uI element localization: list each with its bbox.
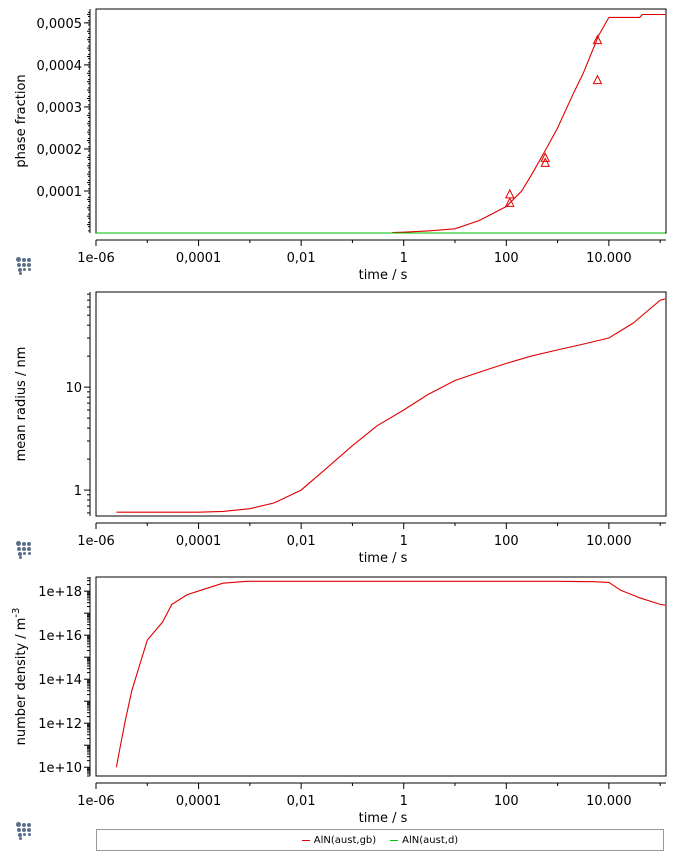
y-tick-label: 0,0002 [37,143,83,158]
y-tick-label: 0,0004 [37,59,83,74]
logo-dot [28,268,31,271]
y-tick-label: 1e+16 [38,629,82,644]
y-tick-label: 0,0005 [37,17,83,32]
logo-dot [27,263,31,267]
logo-dot [17,828,21,832]
x-axis-label: time / s [359,268,408,283]
logo-dot [23,833,26,836]
legend-item-d[interactable]: AlN(aust,d) [390,835,458,846]
y-tick-label: 0,0003 [37,101,83,116]
legend-item-gb[interactable]: AlN(aust,gb) [301,834,377,846]
y-tick-label: 10 [65,381,82,396]
x-tick-label: 1 [400,534,408,549]
y-axis-label: number density / m-3 [11,608,29,746]
x-tick-label: 10.000 [586,534,632,549]
app-logo-icon [16,257,38,277]
chart-1: 1e-06 0,0001 0,01 1 100 10.000 time / s 0,0001 0… [14,8,667,283]
y-axis-label: phase fraction [14,74,29,167]
logo-dot [22,263,26,267]
logo-dot [17,263,21,267]
data-marker-triangle [504,197,515,207]
logo-dot [16,257,21,262]
chart-2: 1e-06 0,0001 0,01 1 100 10.000 time / s 1 10 mean… [14,291,667,566]
logo-dot [22,828,26,832]
logo-dot [18,833,22,837]
logo-dot [28,552,31,555]
plot-frame [95,8,667,234]
logo-dot [22,258,26,262]
x-tick-label: 0,0001 [176,251,222,266]
logo-dot [16,541,21,546]
logo-dot [19,837,22,840]
logo-dot [22,547,26,551]
y-tick-label: 0,0001 [37,185,83,200]
y-tick-label: 1e+14 [38,673,82,688]
y-tick-label: 1 [74,484,82,499]
logo-dot [19,272,22,275]
logo-dot [27,542,31,546]
x-tick-label: 1e-06 [77,794,115,809]
data-marker-triangle [540,152,551,162]
logo-dot [18,552,22,556]
x-tick-label: 1 [400,794,408,809]
logo-dot [23,552,26,555]
data-marker-triangle [504,188,515,199]
logo-dot [22,542,26,546]
logo-dot [18,268,22,272]
plot-frame [95,291,667,517]
y-axis-label-sup: -3 [11,608,22,618]
chart-3: 1e-06 0,0001 0,01 1 100 10.000 time / s 1e+10 1e… [11,576,667,826]
data-marker-triangle [592,34,603,45]
x-tick-label: 1e-06 [77,251,115,266]
legend-label: AlN(aust,d) [402,834,459,846]
x-tick-label: 1 [400,251,408,266]
legend: AlN(aust,gb) AlN(aust,d) [96,829,664,851]
data-marker-triangle [540,157,551,167]
x-tick-label: 0,01 [287,534,316,549]
x-tick-label: 0,01 [287,794,316,809]
logo-dot [17,547,21,551]
y-tick-label: 1e+10 [38,761,82,776]
y-axis-label: mean radius / nm [14,347,29,462]
logo-dot [27,823,31,827]
logo-dot [27,828,31,832]
x-tick-label: 100 [494,794,519,809]
legend-swatch [390,839,399,841]
logo-dot [19,556,22,559]
x-axis-label: time / s [359,551,408,566]
logo-dot [28,833,31,836]
x-tick-label: 0,0001 [176,794,222,809]
x-axis-label: time / s [359,811,408,826]
x-tick-label: 0,01 [287,251,316,266]
plot-frame [95,576,667,777]
x-tick-label: 10.000 [586,251,632,266]
series-line-aln-aust-gb- [392,13,666,234]
logo-dot [27,258,31,262]
legend-swatch [301,839,310,841]
x-tick-label: 1e-06 [77,534,115,549]
y-tick-label: 1e+18 [38,585,82,600]
x-tick-label: 0,0001 [176,534,222,549]
app-logo-icon [16,822,38,842]
logo-dot [23,268,26,271]
y-tick-label: 1e+12 [38,717,82,732]
series-line-aln-aust-gb- [116,298,666,513]
logo-dot [16,822,21,827]
app-logo-icon [16,541,38,561]
logo-dot [22,823,26,827]
legend-label: AlN(aust,gb) [313,834,377,846]
x-tick-label: 100 [494,534,519,549]
data-marker-triangle [592,74,603,85]
logo-dot [27,547,31,551]
x-tick-label: 100 [494,251,519,266]
series-line-aln-aust-gb- [115,580,666,768]
x-tick-label: 10.000 [586,794,632,809]
